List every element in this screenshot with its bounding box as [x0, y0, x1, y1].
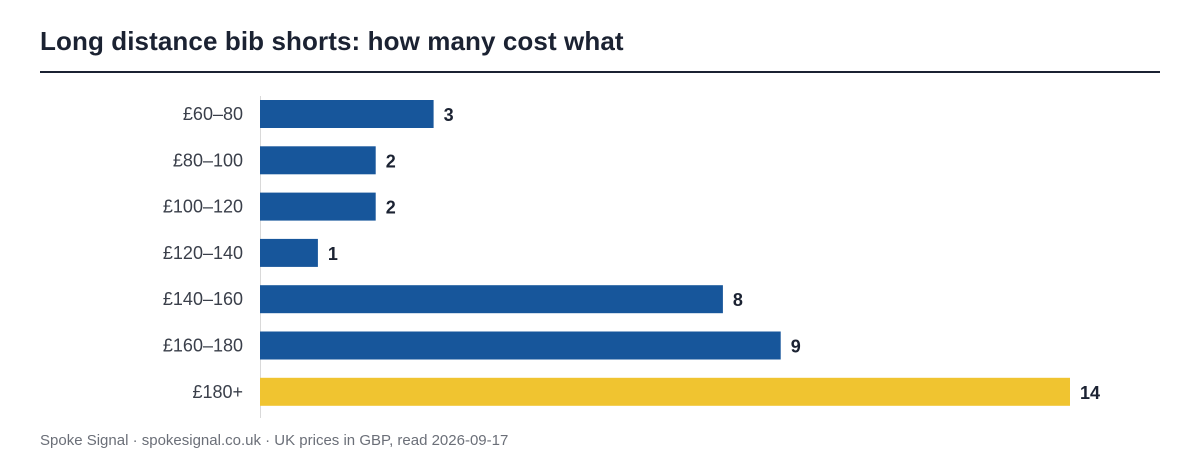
category-label: £60–80	[183, 104, 243, 124]
value-label: 1	[328, 244, 338, 264]
chart-footer-source: Spoke Signal · spokesignal.co.uk · UK pr…	[40, 432, 509, 449]
category-label: £140–160	[163, 289, 243, 309]
bar-3	[260, 192, 376, 221]
bar-4	[260, 238, 318, 267]
value-label: 3	[444, 105, 454, 125]
category-label: £180+	[192, 382, 243, 402]
chart-title: Long distance bib shorts: how many cost …	[40, 26, 624, 56]
category-label: £120–140	[163, 243, 243, 263]
bar-7	[260, 377, 1070, 406]
value-label: 2	[386, 198, 396, 218]
value-label: 9	[791, 337, 801, 357]
category-label: £100–120	[163, 197, 243, 217]
bars-group: £60–80 3 £80–100 2 £100–120 2 £120–140 1 £140–16…	[163, 100, 1100, 406]
bar-2	[260, 146, 376, 175]
value-label: 2	[386, 151, 396, 171]
category-label: £160–180	[163, 336, 243, 356]
title-divider	[40, 71, 1160, 73]
value-label: 8	[733, 290, 743, 310]
value-label: 14	[1080, 383, 1100, 403]
bar-1	[260, 100, 434, 128]
bar-6	[260, 331, 781, 360]
category-label: £80–100	[173, 150, 243, 170]
bar-5	[260, 285, 723, 314]
